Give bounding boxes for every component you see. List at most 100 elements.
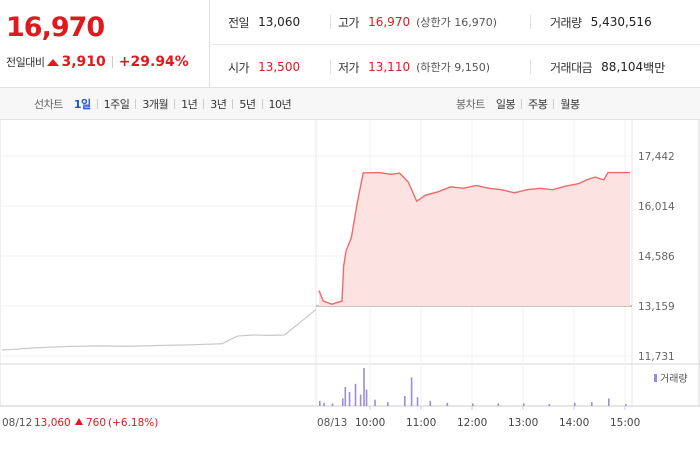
stat-label: 저가 (338, 60, 360, 75)
stat-unit: 백만 (643, 60, 666, 75)
divider (530, 60, 531, 74)
price-chart[interactable]: 17,442 16,014 14,586 13,159 11,731 거래량 08/13 10… (0, 120, 700, 450)
stat-value: 16,970 (368, 15, 411, 29)
period-tab[interactable]: 10년 (268, 97, 292, 111)
volume-bar (348, 392, 351, 406)
tab-divider (203, 98, 205, 109)
change-value: 3,910 (61, 54, 106, 70)
period-tab[interactable]: 1일 (73, 97, 91, 111)
volume-bar (625, 404, 627, 406)
volume-bar (446, 402, 449, 406)
volume-bar (472, 403, 474, 406)
volume-bar (591, 402, 593, 406)
prev-day-change-pct-label: (+6.18%) (108, 417, 158, 429)
change-row: 전일대비 3,910 +29.94% (6, 54, 189, 70)
y-tick-label: 17,442 (638, 151, 675, 163)
current-price: 16,970 (6, 12, 105, 43)
volume-bar (374, 399, 376, 406)
divider (530, 15, 531, 29)
today-price-line (318, 171, 630, 305)
stat-label: 시가 (228, 60, 250, 75)
stat-high: 고가 16,970 (상한가 16,970) (338, 0, 497, 44)
volume-bar (404, 395, 406, 406)
period-tab[interactable]: 5년 (239, 97, 256, 111)
stat-value: 88,104 (601, 60, 644, 74)
volume-bar (497, 403, 500, 406)
x-tick-label: 14:00 (559, 417, 589, 429)
tab-divider (96, 98, 98, 109)
tab-divider (553, 98, 555, 109)
prev-day-change-label: 760 (86, 417, 106, 429)
volume-bar (608, 398, 610, 406)
y-tick-label: 16,014 (638, 201, 675, 213)
volume-bar (416, 397, 419, 406)
period-tab[interactable]: 1년 (181, 97, 198, 111)
divider (111, 56, 113, 68)
x-tick-label: 12:00 (457, 417, 487, 429)
line-chart-tabs: 선차트 1일 1주일 3개월 1년 3년 5년 10년 (34, 96, 292, 112)
period-tab[interactable]: 3개월 (142, 97, 169, 111)
tab-divider (135, 98, 137, 109)
stat-volume: 거래량 5,430,516 (550, 0, 652, 44)
stat-upper-limit: (상한가 16,970) (416, 16, 498, 29)
period-tab[interactable]: 3년 (210, 97, 227, 111)
volume-bar (359, 394, 362, 406)
candle-chart-tabs: 봉차트 일봉 주봉 월봉 (456, 96, 580, 112)
line-chart-label: 선차트 (34, 97, 63, 111)
volume-bar (365, 389, 368, 406)
stat-value: 13,110 (368, 60, 411, 74)
stat-label: 거래량 (550, 15, 582, 30)
y-tick-label: 14,586 (638, 251, 675, 263)
price-box: 16,970 전일대비 3,910 +29.94% (0, 0, 210, 88)
x-tick-label: 15:00 (610, 417, 640, 429)
stat-label: 거래대금 (550, 60, 593, 75)
divider (330, 60, 331, 74)
quote-header: 16,970 전일대비 3,910 +29.94% 전일 13,060 고가 1… (0, 0, 700, 88)
tab-divider (261, 98, 263, 109)
volume-bar (331, 403, 334, 406)
stat-label: 고가 (338, 15, 360, 30)
x-tick-label: 10:00 (355, 417, 385, 429)
up-arrow-icon (75, 418, 83, 425)
prev-day-line (1, 308, 317, 351)
stat-prev-close: 전일 13,060 (228, 0, 300, 44)
volume-legend-swatch (654, 374, 657, 382)
divider (210, 44, 700, 45)
prev-day-date-label: 08/12 (2, 417, 32, 429)
stat-amount: 거래대금 88,104 백만 (550, 45, 665, 89)
candle-tab[interactable]: 주봉 (528, 97, 548, 111)
stat-value: 13,060 (258, 15, 301, 29)
volume-bar (523, 403, 525, 406)
volume-bar (319, 400, 321, 406)
stat-low: 저가 13,110 (하한가 9,150) (338, 45, 490, 89)
stat-value: 5,430,516 (590, 15, 652, 29)
divider (330, 15, 331, 29)
x-tick-label: 13:00 (508, 417, 538, 429)
volume-bar (344, 387, 347, 406)
prev-day-close-label: 13,060 (34, 417, 71, 429)
period-bar: 선차트 1일 1주일 3개월 1년 3년 5년 10년 봉차트 일봉 주봉 월봉 (0, 88, 700, 120)
volume-bar (574, 402, 576, 406)
y-tick-label: 11,731 (638, 351, 675, 363)
candle-tab[interactable]: 월봉 (560, 97, 580, 111)
period-tab[interactable]: 1주일 (103, 97, 130, 111)
volume-bar (323, 402, 325, 406)
volume-bar (429, 400, 432, 406)
volume-bar (410, 377, 413, 406)
x-tick-label: 08/13 (317, 417, 347, 429)
x-tick-label: 11:00 (406, 417, 436, 429)
stat-value: 13,500 (258, 60, 301, 74)
volume-bar (548, 404, 551, 406)
stat-label: 전일 (228, 15, 250, 30)
volume-bar (387, 402, 389, 406)
tab-divider (232, 98, 234, 109)
volume-bar (354, 383, 357, 406)
today-area-fill (319, 172, 630, 306)
candle-tab[interactable]: 일봉 (495, 97, 516, 111)
change-label: 전일대비 (6, 56, 45, 69)
volume-bar (363, 368, 365, 406)
up-arrow-icon (47, 58, 60, 66)
stat-lower-limit: (하한가 9,150) (416, 61, 491, 74)
volume-bar (341, 398, 344, 406)
y-tick-label: 13,159 (638, 301, 675, 313)
